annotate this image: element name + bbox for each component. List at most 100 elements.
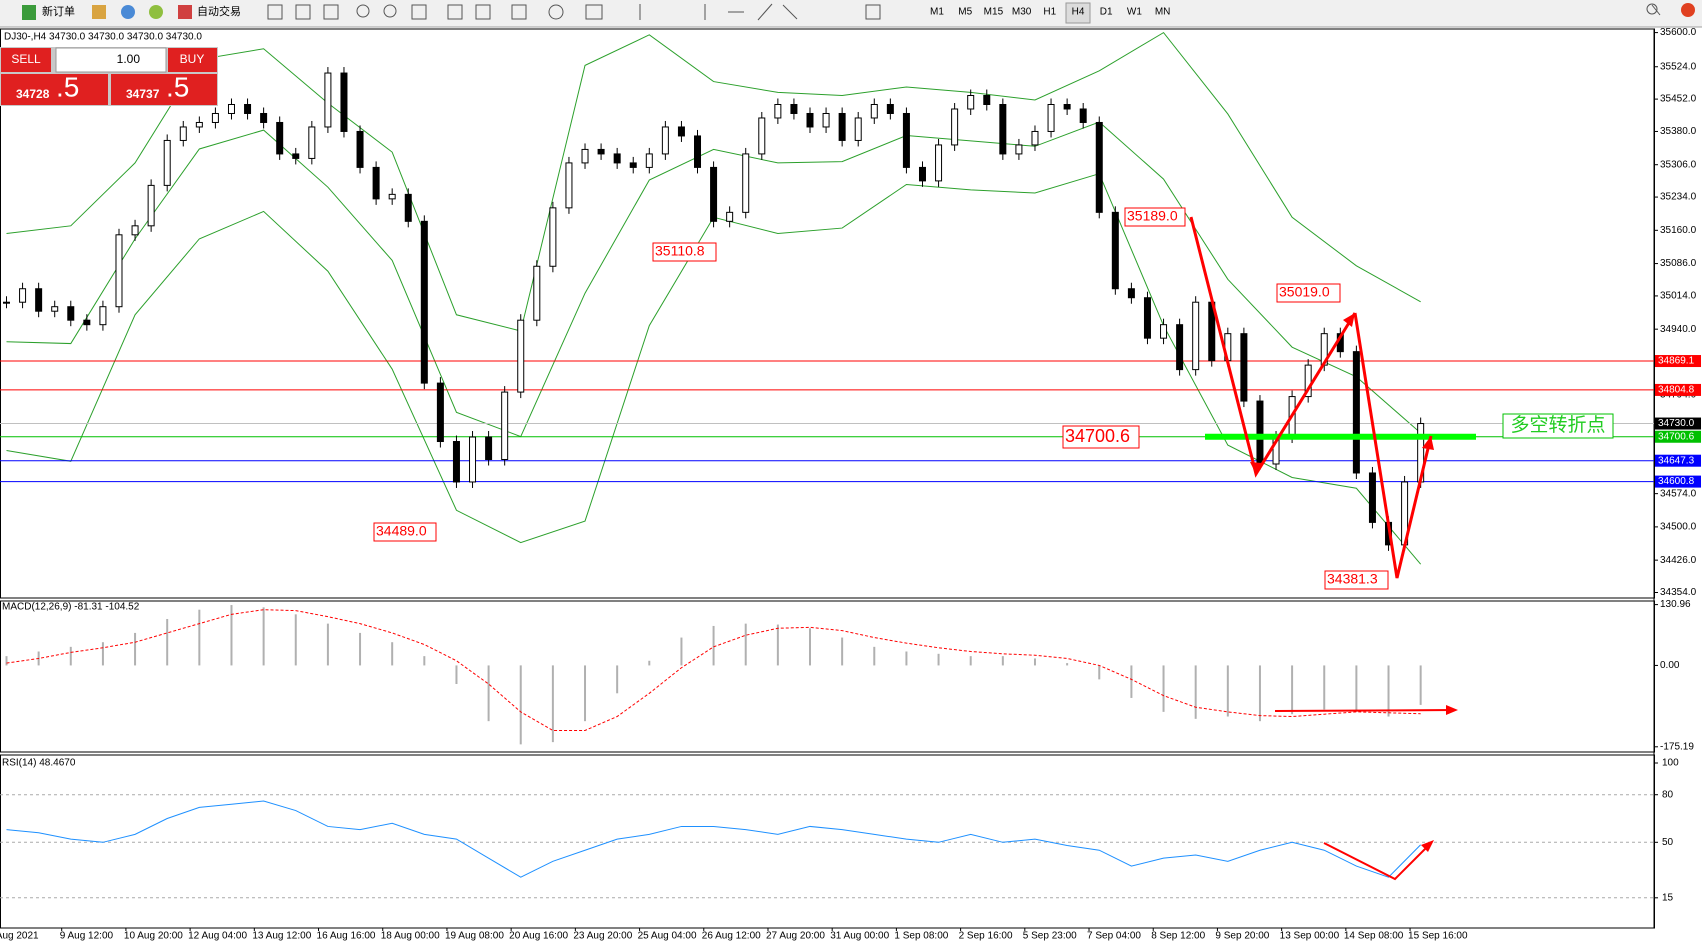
y-tick-label: 100	[1662, 758, 1679, 769]
tool-icon[interactable]	[295, 4, 311, 20]
sell-button[interactable]	[1, 48, 51, 72]
zoom-out[interactable]	[383, 4, 397, 18]
candle	[436, 382, 444, 443]
y-tick-label: 34940.0	[1660, 324, 1697, 335]
timeframe-button[interactable]: H1	[1043, 7, 1056, 18]
toolbar-icon[interactable]	[92, 5, 106, 19]
search-icon[interactable]	[1651, 4, 1661, 16]
lots-input[interactable]	[55, 47, 167, 73]
candle	[211, 112, 219, 123]
sell-price[interactable]: 34728	[16, 87, 50, 101]
candle	[372, 166, 380, 200]
timeframe-button[interactable]: MN	[1155, 7, 1171, 18]
timeframe-button[interactable]: M30	[1012, 7, 1032, 18]
candle	[661, 126, 669, 155]
candle	[324, 72, 332, 128]
pivot-box	[1502, 413, 1614, 439]
candle	[710, 166, 718, 222]
x-tick-label: 15 Sep 16:00	[1408, 931, 1468, 942]
tool-icon[interactable]	[447, 4, 463, 20]
zoom-in[interactable]	[356, 4, 370, 18]
tool-icon[interactable]	[323, 4, 339, 20]
sell-price-box[interactable]	[1, 74, 108, 105]
candle	[388, 193, 396, 200]
candle	[485, 436, 493, 460]
x-tick-label: 13 Aug 12:00	[252, 931, 311, 942]
timeframe-button[interactable]: M5	[958, 7, 972, 18]
candle	[758, 117, 766, 155]
new-order-icon[interactable]	[22, 5, 36, 20]
candle	[1143, 297, 1151, 339]
buy-price-box[interactable]	[111, 74, 217, 105]
candle	[115, 234, 123, 308]
timeframe-button[interactable]: D1	[1100, 7, 1113, 18]
buy-label[interactable]: BUY	[180, 52, 205, 66]
sell-pips[interactable]: .5	[56, 71, 79, 102]
tool-icon[interactable]	[548, 4, 564, 20]
tool-icon[interactable]	[782, 4, 798, 20]
candle	[629, 162, 637, 168]
candle	[854, 117, 862, 141]
panel-frame	[0, 754, 1655, 929]
candle	[597, 148, 605, 155]
price-annotation: 35110.8	[655, 243, 705, 259]
tool-icon[interactable]	[475, 4, 491, 20]
tool-icon[interactable]	[267, 4, 283, 20]
level-label: 34600.8	[1658, 476, 1695, 487]
candle	[3, 301, 10, 304]
candle	[260, 112, 268, 123]
toolbar-icon[interactable]	[121, 5, 135, 19]
buy-price[interactable]: 34737	[126, 87, 160, 101]
tool-icon[interactable]	[585, 4, 603, 20]
y-tick-label: 35160.0	[1660, 225, 1697, 236]
candle	[308, 126, 316, 159]
candle	[806, 112, 814, 128]
candle	[67, 306, 75, 321]
toolbar-icon[interactable]	[149, 5, 163, 19]
search-icon[interactable]	[1646, 3, 1658, 15]
text-label-tool[interactable]	[865, 4, 881, 20]
new-order-button[interactable]: 新订单	[42, 4, 75, 18]
x-tick-label: 8 Sep 12:00	[1151, 931, 1205, 942]
trend-line-tool[interactable]	[757, 3, 773, 21]
auto-trading-icon[interactable]	[178, 5, 192, 19]
level-tag	[1655, 383, 1701, 396]
auto-trading-button[interactable]: 自动交易	[197, 4, 241, 18]
candle	[774, 103, 782, 119]
level-label: 34869.1	[1658, 356, 1695, 367]
y-tick-label: 15	[1662, 892, 1674, 903]
tool-icon[interactable]	[511, 4, 527, 20]
toolbar	[0, 0, 1702, 27]
bollinger-upper	[6, 31, 1421, 332]
candle	[918, 166, 926, 182]
notification-badge[interactable]	[1681, 3, 1695, 17]
x-tick-label: 31 Aug 00:00	[830, 931, 889, 942]
timeframe-button[interactable]: M15	[984, 7, 1004, 18]
candle	[1111, 211, 1119, 290]
candle	[276, 121, 284, 155]
candle	[1256, 400, 1264, 465]
candle	[581, 148, 589, 164]
arrow-heads	[1250, 313, 1458, 852]
x-tick-label: 14 Sep 08:00	[1344, 931, 1404, 942]
price-annotation-box	[1062, 425, 1140, 449]
candle	[645, 153, 653, 168]
candle	[838, 112, 846, 141]
sell-label[interactable]: SELL	[11, 52, 41, 66]
lots-value[interactable]: 1.00	[117, 52, 141, 66]
buy-button[interactable]	[168, 48, 217, 72]
x-tick-label: 25 Aug 04:00	[638, 931, 697, 942]
buy-pips[interactable]: .5	[166, 71, 189, 102]
candle	[967, 95, 975, 110]
y-tick-label: 35306.0	[1660, 159, 1697, 170]
rsi-line	[6, 800, 1422, 878]
candle	[227, 103, 235, 114]
timeframe-button[interactable]: W1	[1127, 7, 1142, 18]
candle	[935, 144, 943, 182]
timeframe-button[interactable]: M1	[930, 7, 944, 18]
level-tag	[1655, 475, 1701, 488]
timeframe-button[interactable]: H4	[1072, 7, 1085, 18]
candle	[1192, 301, 1200, 371]
tool-icon[interactable]	[411, 4, 427, 20]
price-annotation: 34381.3	[1327, 571, 1378, 587]
